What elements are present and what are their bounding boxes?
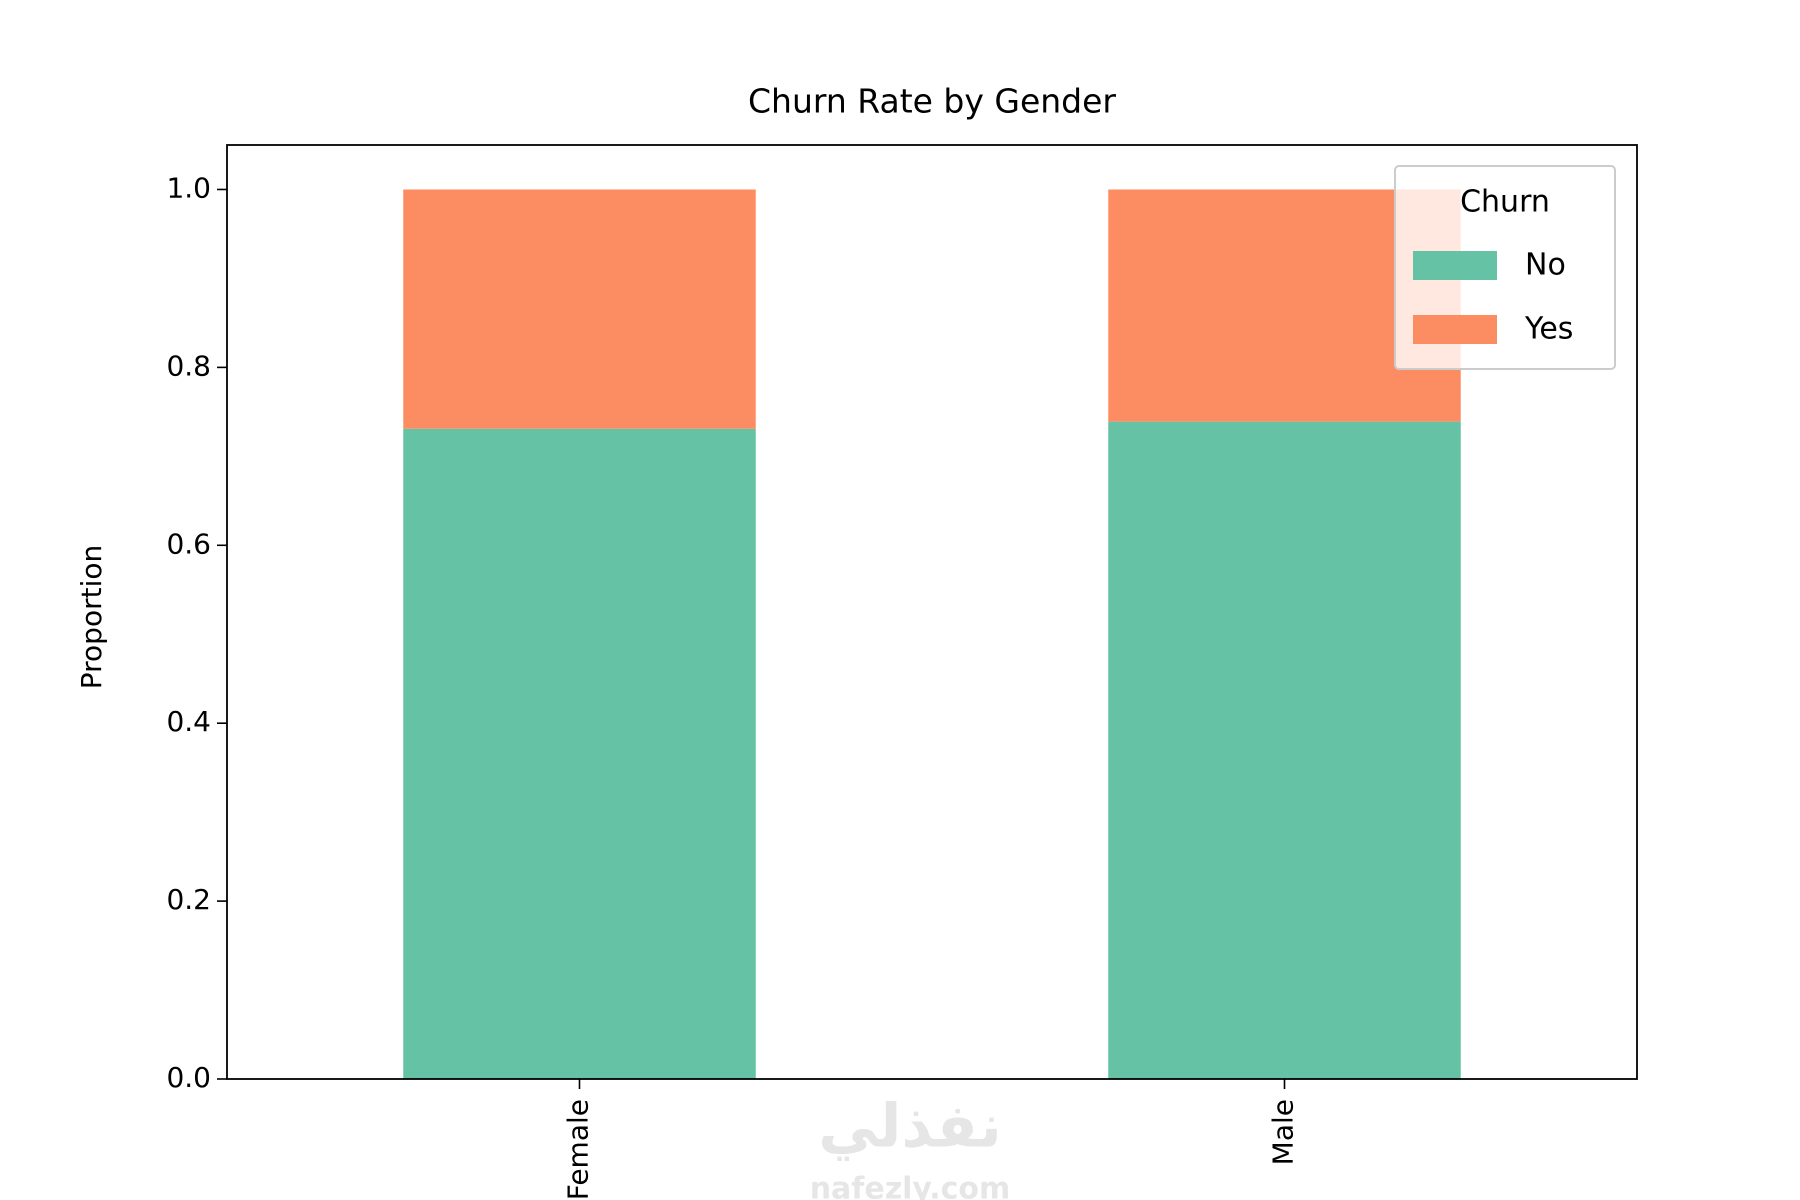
x-tick-label: Male [1267, 1099, 1300, 1165]
legend-label: Yes [1524, 312, 1573, 347]
watermark: نفذلي [818, 1092, 1002, 1162]
legend-title: Churn [1460, 185, 1550, 220]
bar-segment [1108, 421, 1461, 1079]
y-tick-label: 0.6 [166, 527, 211, 560]
y-tick-label: 0.0 [166, 1061, 211, 1094]
plot-frame [226, 144, 1638, 1080]
legend-swatch [1413, 251, 1497, 280]
y-axis-label: Proportion [75, 545, 108, 689]
chart-title: Churn Rate by Gender [748, 82, 1116, 121]
legend-swatch [1413, 315, 1497, 344]
legend-label: No [1525, 248, 1566, 283]
y-tick-label: 0.8 [166, 349, 211, 382]
y-tick-label: 0.4 [166, 705, 211, 738]
watermark: nafezly.com [810, 1172, 1011, 1200]
bar-segment [403, 189, 756, 429]
y-tick-label: 0.2 [166, 883, 211, 916]
bar-segment [403, 428, 756, 1080]
x-tick-label: Female [562, 1099, 595, 1200]
y-tick-label: 1.0 [166, 171, 211, 204]
